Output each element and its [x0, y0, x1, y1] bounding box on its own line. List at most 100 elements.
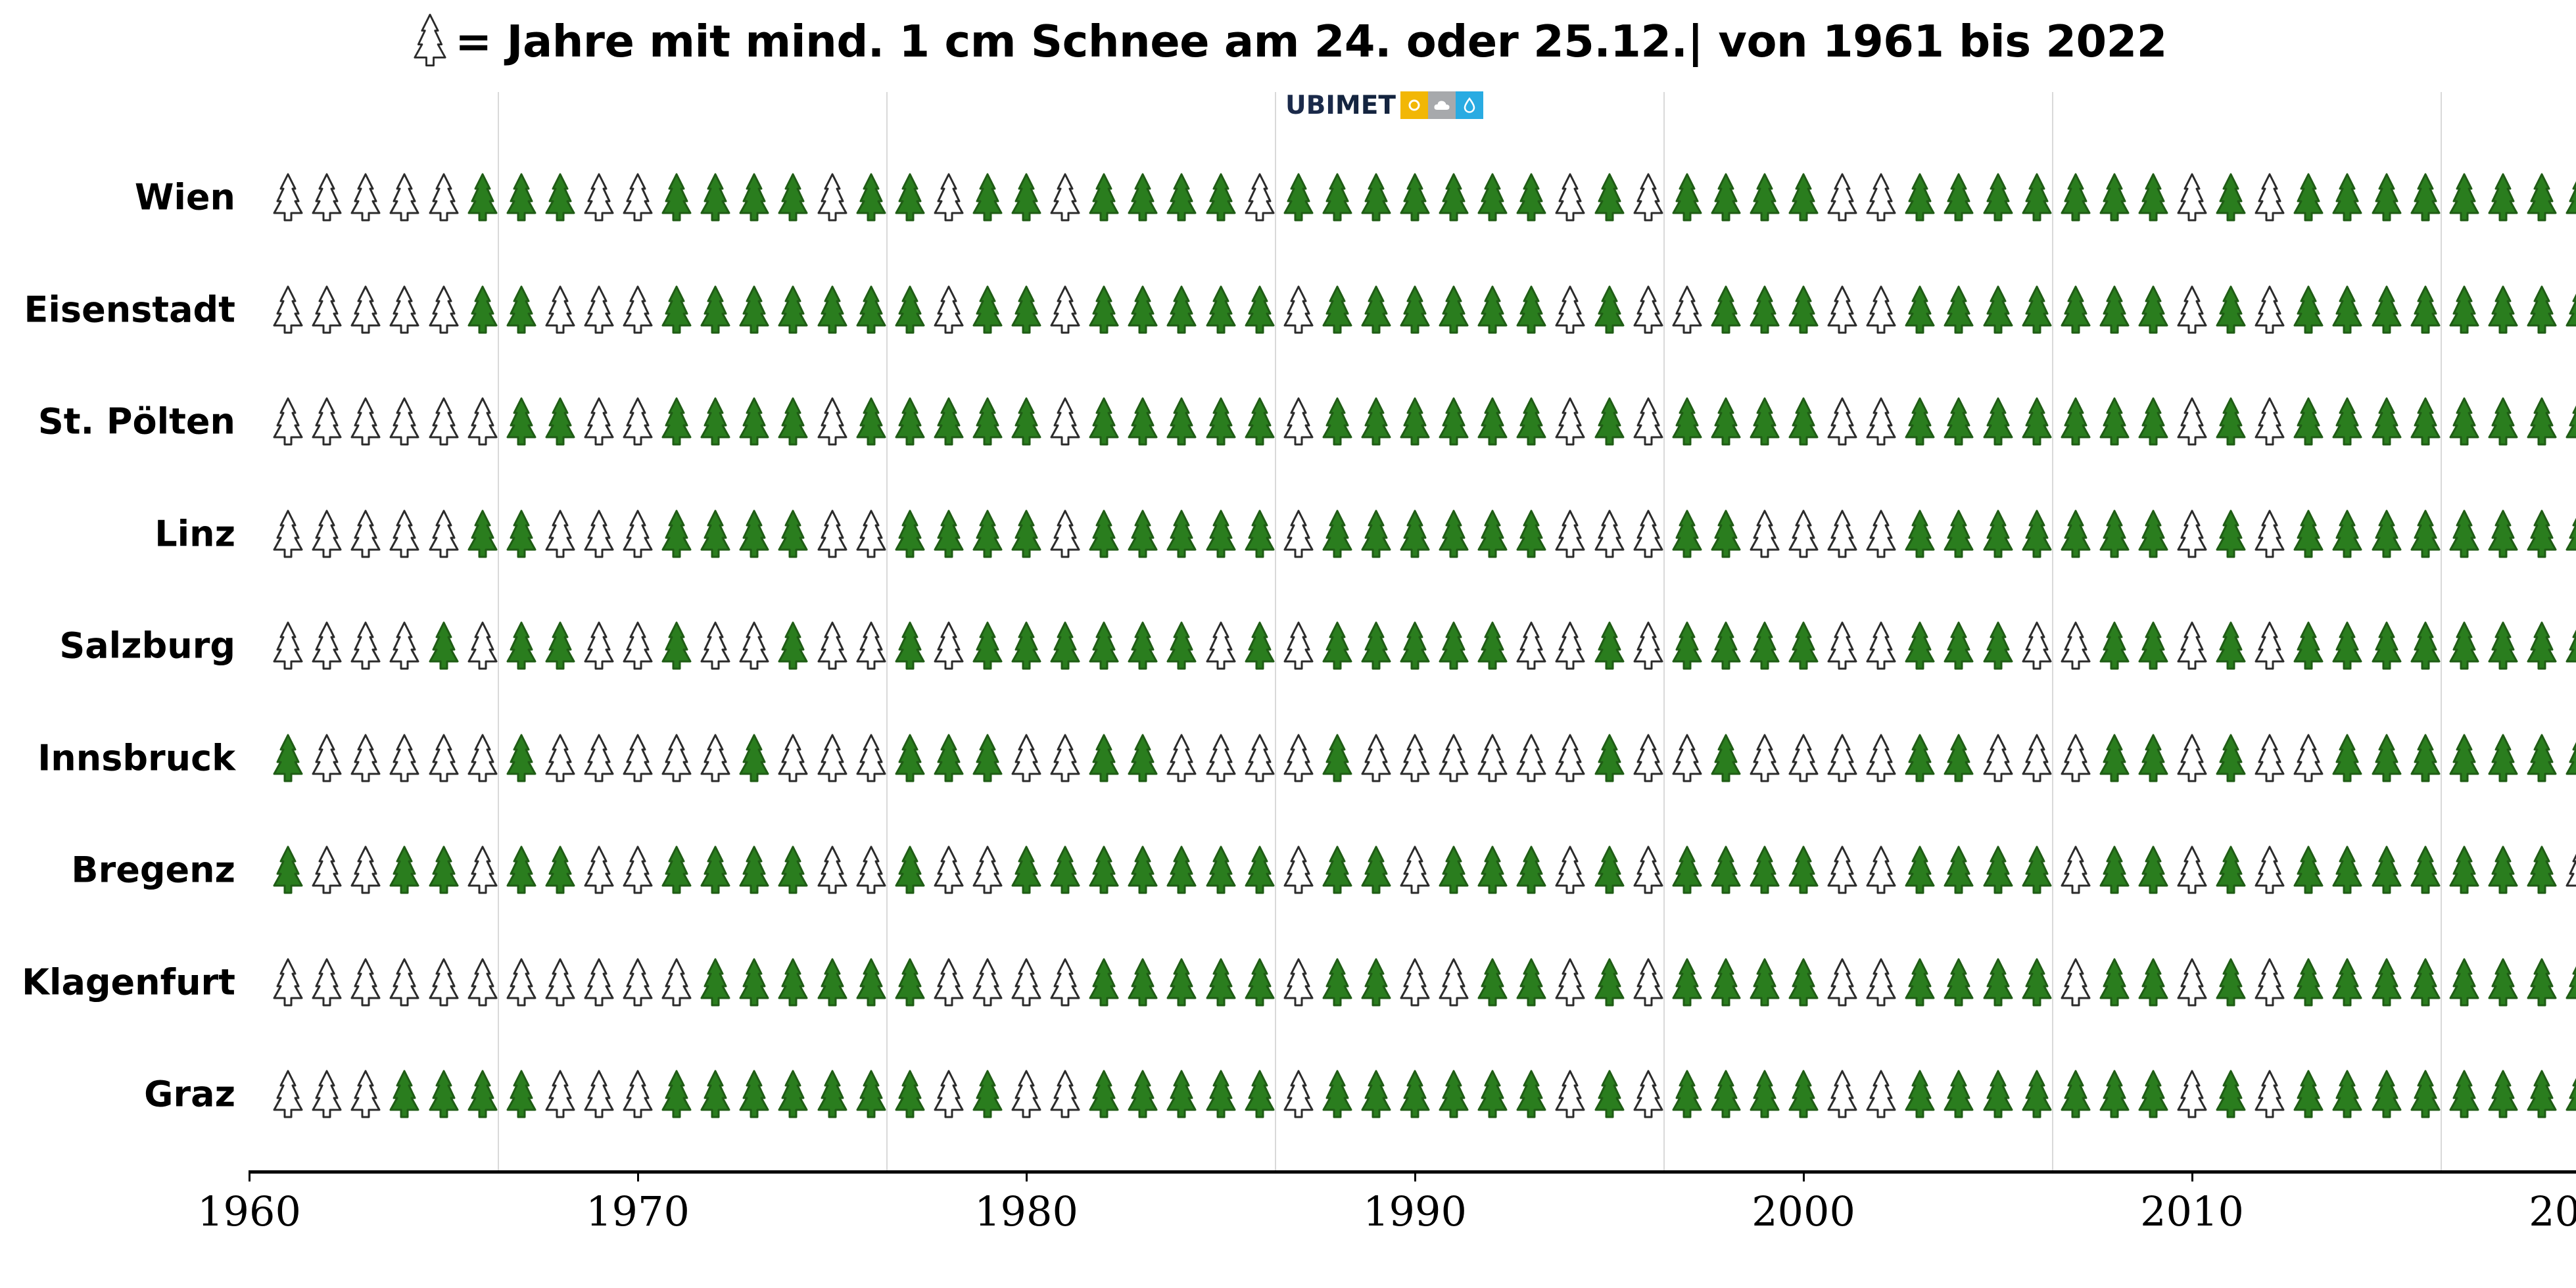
snow-tree-marker	[2523, 396, 2561, 446]
no-snow-tree-marker	[1823, 957, 1861, 1007]
plot-area	[249, 92, 2576, 1170]
no-snow-tree-marker	[425, 285, 463, 335]
snow-tree-marker	[2212, 957, 2250, 1007]
no-snow-tree-marker	[1551, 957, 1589, 1007]
snow-tree-marker	[2562, 621, 2576, 671]
no-snow-tree-marker	[580, 509, 618, 559]
no-snow-tree-marker	[930, 285, 968, 335]
snow-tree-marker	[2328, 845, 2366, 895]
snow-tree-marker	[696, 509, 734, 559]
snow-tree-marker	[1357, 957, 1395, 1007]
no-snow-tree-marker	[1279, 621, 1318, 671]
sun-icon	[1400, 91, 1428, 119]
snow-tree-marker	[1784, 172, 1823, 222]
snow-tree-marker	[2328, 1069, 2366, 1119]
no-snow-tree-marker	[1279, 509, 1318, 559]
snow-tree-marker	[2095, 621, 2134, 671]
snow-tree-marker	[2484, 845, 2522, 895]
snow-tree-marker	[1940, 845, 1978, 895]
snow-tree-marker	[2445, 957, 2483, 1007]
snow-tree-marker	[1707, 1069, 1745, 1119]
snow-tree-marker	[2562, 1069, 2576, 1119]
snow-tree-marker	[774, 285, 812, 335]
tree-icon	[409, 12, 451, 76]
snow-tree-marker	[813, 285, 851, 335]
snow-tree-marker	[1396, 1069, 1434, 1119]
snow-tree-marker	[1435, 1069, 1473, 1119]
no-snow-tree-marker	[308, 509, 346, 559]
snow-tree-marker	[1473, 285, 1512, 335]
no-snow-tree-marker	[580, 396, 618, 446]
snow-tree-marker	[502, 509, 540, 559]
snow-tree-marker	[1241, 285, 1279, 335]
snow-tree-marker	[2406, 285, 2445, 335]
snow-tree-marker	[1940, 1069, 1978, 1119]
snow-tree-marker	[1241, 1069, 1279, 1119]
no-snow-tree-marker	[425, 396, 463, 446]
snow-tree-marker	[269, 733, 307, 783]
no-snow-tree-marker	[2173, 957, 2211, 1007]
snow-tree-marker	[1940, 957, 1978, 1007]
logo-tiles	[1400, 91, 1483, 119]
no-snow-tree-marker	[1629, 172, 1667, 222]
snow-tree-marker	[1162, 172, 1201, 222]
snow-tree-marker	[2562, 509, 2576, 559]
snow-tree-marker	[1590, 285, 1629, 335]
snow-tree-marker	[968, 621, 1007, 671]
no-snow-tree-marker	[813, 733, 851, 783]
snow-tree-marker	[1707, 845, 1745, 895]
no-snow-tree-marker	[269, 396, 307, 446]
no-snow-tree-marker	[425, 733, 463, 783]
no-snow-tree-marker	[580, 172, 618, 222]
snow-tree-marker	[2095, 957, 2134, 1007]
snow-tree-marker	[1085, 621, 1123, 671]
snow-tree-marker	[1746, 957, 1784, 1007]
snow-tree-marker	[930, 396, 968, 446]
no-snow-tree-marker	[852, 845, 890, 895]
snow-tree-marker	[269, 845, 307, 895]
snow-tree-marker	[1746, 172, 1784, 222]
no-snow-tree-marker	[1551, 396, 1589, 446]
snow-tree-marker	[1318, 396, 1356, 446]
snow-tree-marker	[2212, 845, 2250, 895]
no-snow-tree-marker	[2251, 1069, 2289, 1119]
no-snow-tree-marker	[1629, 621, 1667, 671]
no-snow-tree-marker	[1823, 285, 1861, 335]
snow-tree-marker	[1085, 1069, 1123, 1119]
no-snow-tree-marker	[346, 1069, 385, 1119]
snow-tree-marker	[1979, 172, 2017, 222]
no-snow-tree-marker	[774, 733, 812, 783]
snow-tree-marker	[2523, 845, 2561, 895]
snow-tree-marker	[1668, 845, 1706, 895]
snow-tree-marker	[891, 733, 929, 783]
snow-tree-marker	[2212, 509, 2250, 559]
snow-tree-marker	[2406, 845, 2445, 895]
snow-tree-marker	[2445, 172, 2483, 222]
no-snow-tree-marker	[1202, 733, 1240, 783]
snow-tree-marker	[2095, 733, 2134, 783]
snow-tree-marker	[2484, 396, 2522, 446]
snow-tree-marker	[891, 509, 929, 559]
no-snow-tree-marker	[1279, 1069, 1318, 1119]
snow-tree-marker	[1668, 957, 1706, 1007]
snow-tree-marker	[2406, 172, 2445, 222]
snow-tree-marker	[2523, 957, 2561, 1007]
snow-tree-marker	[852, 957, 890, 1007]
no-snow-tree-marker	[1629, 509, 1667, 559]
snow-tree-marker	[502, 733, 540, 783]
snow-tree-marker	[735, 845, 773, 895]
snow-tree-marker	[1746, 396, 1784, 446]
no-snow-tree-marker	[619, 509, 657, 559]
snow-tree-marker	[1279, 172, 1318, 222]
snow-tree-marker	[1162, 285, 1201, 335]
no-snow-tree-marker	[385, 396, 423, 446]
snow-tree-marker	[1435, 285, 1473, 335]
snow-tree-marker	[1124, 509, 1162, 559]
snow-tree-marker	[2406, 621, 2445, 671]
snow-tree-marker	[2445, 845, 2483, 895]
no-snow-tree-marker	[1823, 172, 1861, 222]
no-snow-tree-marker	[657, 957, 696, 1007]
no-snow-tree-marker	[580, 1069, 618, 1119]
snow-tree-marker	[1318, 957, 1356, 1007]
snow-tree-marker	[2328, 621, 2366, 671]
